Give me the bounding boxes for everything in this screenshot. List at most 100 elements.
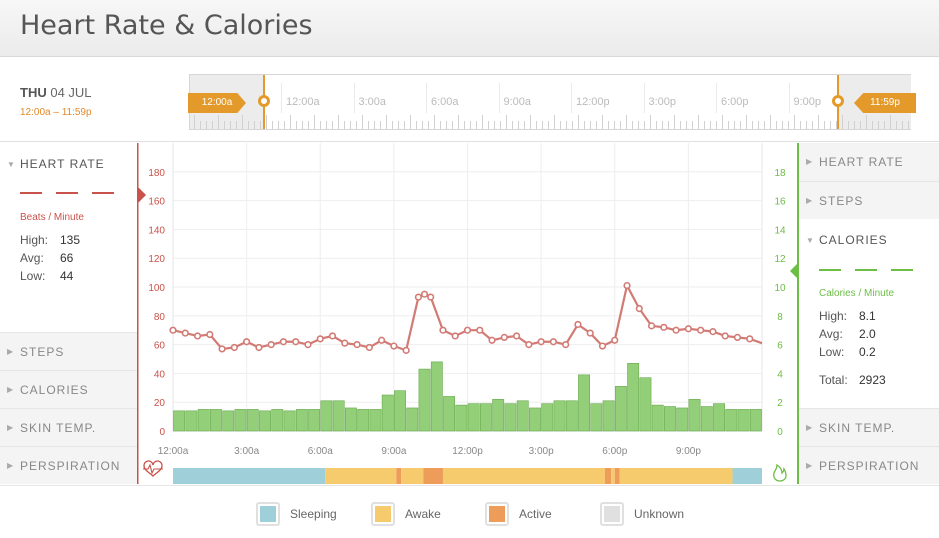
activity-segment-active — [423, 468, 443, 484]
timeline-hour-divider — [426, 83, 427, 113]
timeline-tick — [644, 121, 645, 129]
timeline-tick — [506, 115, 507, 129]
awake-swatch-color — [375, 506, 391, 522]
calories-bar — [222, 410, 235, 432]
timeline-scrubber[interactable]: 12:00a 3:00a 6:00a 9:00a 12:00p 3:00p 6:00p 9:0… — [188, 74, 916, 130]
timeline-tick — [302, 121, 303, 129]
cal-total-value: 2923 — [859, 373, 886, 387]
timeline-tick — [266, 115, 267, 129]
timeline-end-knob[interactable] — [832, 95, 844, 107]
timeline-tick — [836, 121, 837, 129]
caret-right-icon: ▶ — [7, 461, 15, 470]
timeline-tick — [608, 121, 609, 129]
timeline-tick — [794, 115, 795, 129]
legend-unknown-label: Unknown — [634, 507, 685, 521]
timeline-tick — [770, 115, 771, 129]
calories-bar — [713, 403, 725, 432]
activity-segment-active — [604, 468, 612, 484]
calories-section-header[interactable]: ▼ CALORIES — [799, 233, 939, 247]
heart-rate-point — [660, 323, 668, 331]
heart-rate-point — [181, 329, 189, 337]
heart-rate-point — [279, 338, 288, 346]
heart-rate-point — [525, 341, 533, 349]
skin-temp-section-right[interactable]: ▶ SKIN TEMP. — [799, 408, 939, 446]
cal-avg-label: Avg: — [819, 327, 843, 341]
timeline-start-knob[interactable] — [258, 95, 270, 107]
heart-rate-point — [169, 326, 177, 334]
calories-bar — [578, 374, 591, 432]
steps-label: STEPS — [20, 345, 65, 359]
heart-rate-point — [684, 325, 692, 333]
timeline-hour-divider — [716, 83, 717, 113]
heart-rate-point — [721, 332, 729, 340]
timeline-tick — [338, 115, 339, 129]
right-axis-tick-label: 12 — [774, 254, 786, 265]
date-label: THU 04 JUL — [20, 85, 92, 100]
timeline-end-tag[interactable]: 11:59p — [854, 93, 916, 113]
timeline-tick — [278, 121, 279, 129]
heart-rate-section-right[interactable]: ▶ HEART RATE — [799, 143, 939, 181]
right-axis-tick-label: 16 — [774, 197, 786, 208]
heart-rate-title: HEART RATE — [20, 157, 105, 171]
x-axis-tick-label: 12:00p — [452, 446, 483, 457]
heart-rate-section-header[interactable]: ▼ HEART RATE — [0, 157, 137, 171]
steps-section-left[interactable]: ▶ STEPS — [0, 332, 137, 370]
timeline-tick — [626, 115, 627, 129]
heart-rate-point — [672, 326, 680, 334]
calories-bar — [614, 386, 627, 432]
skin-temp-section-left[interactable]: ▶ SKIN TEMP. — [0, 408, 137, 446]
right-axis-tick-label: 8 — [777, 312, 783, 323]
heart-rate-point — [586, 329, 594, 337]
caret-right-icon: ▶ — [806, 157, 814, 166]
right-metric-panel: ▶ HEART RATE ▶ STEPS ▼ CALORIES Calories… — [799, 143, 939, 484]
activity-segment-awake — [611, 468, 615, 484]
calories-bar — [344, 407, 357, 432]
calories-section-left[interactable]: ▶ CALORIES — [0, 370, 137, 408]
heart-rate-point — [206, 330, 214, 339]
calories-bar — [357, 409, 370, 432]
timeline-tick — [650, 115, 651, 129]
perspiration-section-left[interactable]: ▶ PERSPIRATION — [0, 446, 137, 484]
skin-temp-label: SKIN TEMP. — [20, 421, 97, 435]
heart-rate-point — [451, 332, 459, 340]
timeline-tick — [746, 115, 747, 129]
heart-rate-point — [218, 345, 226, 353]
timeline-tick — [908, 121, 909, 129]
caret-right-icon: ▶ — [806, 461, 814, 470]
timeline-tick — [416, 121, 417, 129]
left-axis-tick-label: 40 — [154, 369, 166, 380]
heart-rate-point — [230, 343, 238, 352]
timeline-tick — [554, 115, 555, 129]
caret-right-icon: ▶ — [806, 196, 814, 205]
heart-rate-unit: Beats / Minute — [20, 212, 84, 223]
calories-bar — [320, 400, 333, 432]
x-axis-tick-label: 9:00p — [676, 446, 701, 457]
calories-bar — [602, 400, 615, 432]
timeline-tick — [734, 121, 735, 129]
activity-segment-sleeping — [732, 468, 762, 484]
steps-section-right[interactable]: ▶ STEPS — [799, 181, 939, 219]
timeline-start-tag[interactable]: 12:00a — [188, 93, 246, 113]
timeline-hour-divider — [498, 83, 500, 113]
timeline-tick — [242, 115, 243, 129]
timeline-tick — [614, 121, 615, 129]
caret-right-icon: ▶ — [7, 423, 15, 432]
timeline-tick — [602, 115, 603, 129]
left-axis-tick-label: 20 — [154, 398, 166, 409]
timeline-tick — [254, 121, 255, 129]
heart-rate-point — [500, 333, 508, 341]
timeline-tick — [710, 121, 711, 129]
timeline-tick — [722, 115, 723, 129]
timeline-tick — [458, 115, 459, 129]
heart-rate-point — [292, 338, 300, 346]
caret-right-icon: ▶ — [806, 423, 814, 432]
awake-swatch — [371, 502, 395, 526]
x-axis-tick-label: 6:00a — [308, 446, 333, 457]
activity-segment-sleeping — [173, 468, 326, 484]
heart-rate-point — [255, 343, 263, 352]
skin-temp-label-right: SKIN TEMP. — [819, 421, 896, 435]
perspiration-section-right[interactable]: ▶ PERSPIRATION — [799, 446, 939, 484]
timeline-tick — [632, 121, 633, 129]
calories-bar — [467, 403, 480, 432]
heart-rate-point — [488, 336, 496, 344]
